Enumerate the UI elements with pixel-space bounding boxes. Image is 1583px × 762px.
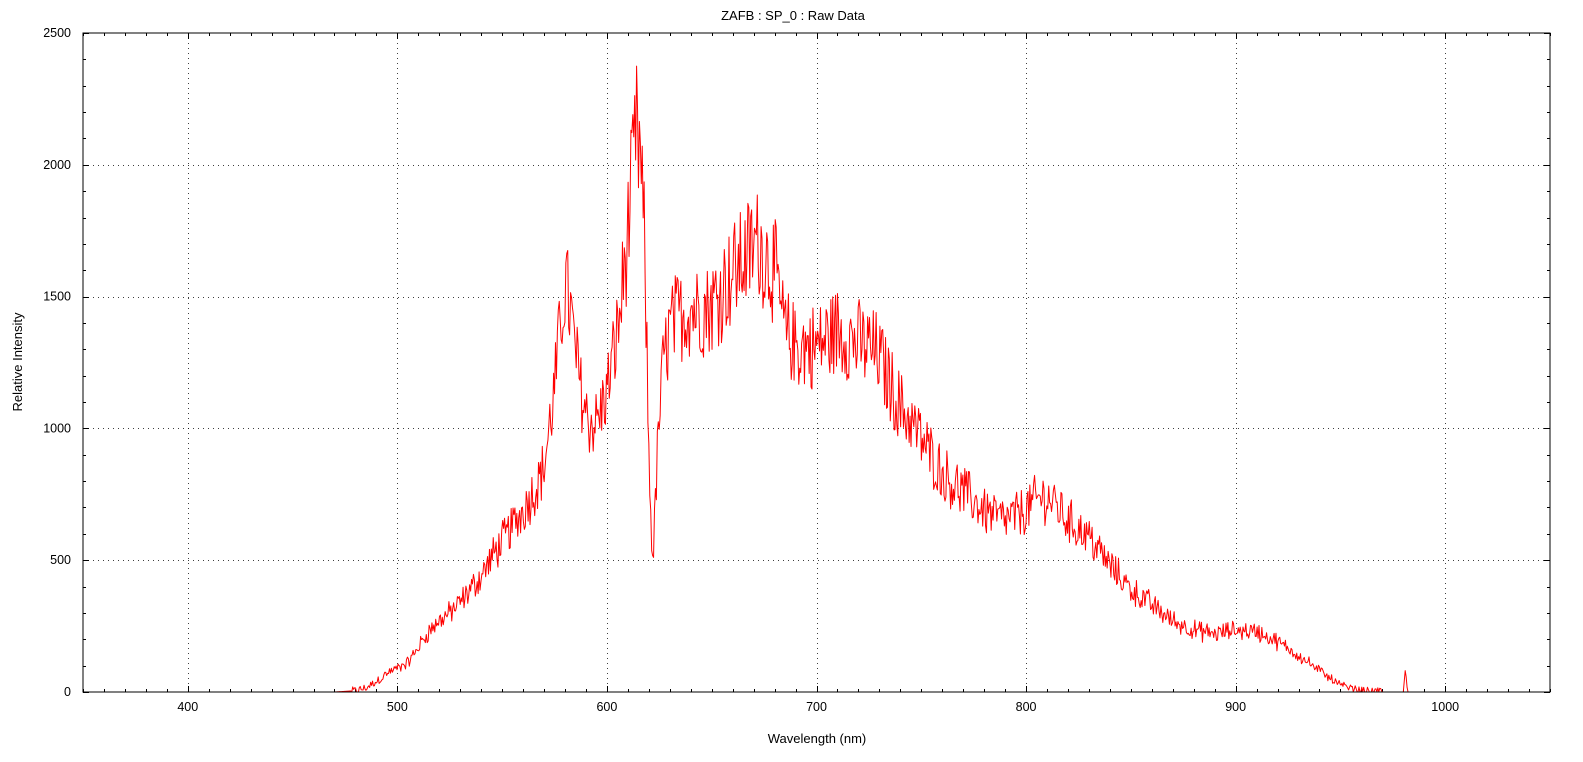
- x-tick-label: 500: [387, 700, 408, 714]
- y-axis-label: Relative Intensity: [10, 312, 25, 411]
- x-tick-label: 900: [1225, 700, 1246, 714]
- x-tick-label: 800: [1016, 700, 1037, 714]
- y-tick-label: 1500: [43, 290, 71, 304]
- axis-ticks: [83, 33, 1551, 693]
- plot-frame: [82, 32, 1551, 693]
- chart-title: ZAFB : SP_0 : Raw Data: [721, 8, 866, 23]
- y-tick-label: 0: [64, 685, 71, 699]
- y-tick-label: 2000: [43, 158, 71, 172]
- series-layer: [83, 65, 1550, 693]
- x-tick-label: 1000: [1431, 700, 1459, 714]
- x-axis-label: Wavelength (nm): [768, 731, 867, 746]
- grid-lines: [83, 33, 1550, 692]
- x-tick-label: 700: [806, 700, 827, 714]
- x-tick-label: 400: [177, 700, 198, 714]
- tick-labels: 400 500 600 700 800 900 1000 0 500 1000 1500 2000 25…: [43, 26, 1459, 714]
- x-tick-label: 600: [596, 700, 617, 714]
- spectrum-line: [83, 65, 1550, 693]
- y-tick-label: 500: [50, 553, 71, 567]
- y-tick-label: 2500: [43, 26, 71, 40]
- y-tick-label: 1000: [43, 421, 71, 435]
